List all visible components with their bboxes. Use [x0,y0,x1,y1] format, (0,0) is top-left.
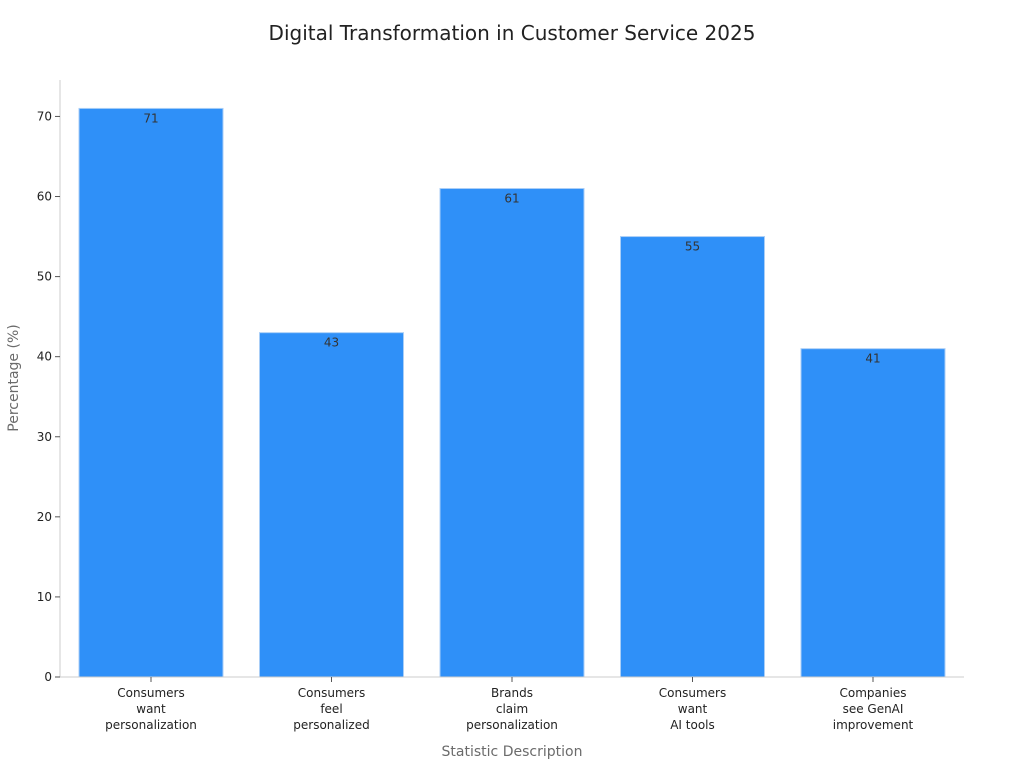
x-tick-label-line: improvement [833,718,914,732]
bar-5 [800,348,946,678]
x-tick-label-line: want [136,702,166,716]
x-tick-label-line: Companies [840,686,907,700]
x-tick-label-3: Brands claim personalization [466,686,558,732]
y-ticks: 0 10 20 30 40 50 60 70 [37,109,60,684]
y-tick-label-30: 30 [37,430,52,444]
data-label-1: 71 [143,111,158,125]
x-tick-label-line: Brands [491,686,533,700]
chart-title: Digital Transformation in Customer Servi… [269,21,756,45]
y-tick-label-40: 40 [37,350,52,364]
x-ticks: Consumers want personalization Consumers fee… [105,677,914,732]
y-tick-label-10: 10 [37,590,52,604]
x-tick-label-line: personalized [293,718,369,732]
x-tick-label-2: Consumers feel personalized [293,686,369,732]
y-tick-label-50: 50 [37,270,52,284]
x-tick-label-line: AI tools [670,718,715,732]
y-tick-label-70: 70 [37,109,52,123]
x-tick-label-line: Consumers [298,686,365,700]
bar-4 [620,236,765,678]
x-tick-label-line: personalization [466,718,558,732]
bars-layer: 71 43 61 55 41 [78,107,946,678]
y-tick-label-0: 0 [44,670,52,684]
x-tick-label-line: Consumers [117,686,184,700]
x-axis-label: Statistic Description [442,744,583,760]
x-tick-label-line: see GenAI [843,702,904,716]
data-label-2: 43 [324,336,339,350]
bar-1 [78,107,224,678]
x-tick-label-line: want [678,702,708,716]
x-tick-label-line: feel [320,702,342,716]
x-tick-label-line: personalization [105,718,197,732]
data-label-4: 55 [685,240,700,254]
x-tick-label-line: claim [496,702,528,716]
x-tick-label-5: Companies see GenAI improvement [833,686,914,732]
y-axis-label: Percentage (%) [6,324,22,431]
y-tick-label-60: 60 [37,190,52,204]
bar-2 [259,332,404,678]
y-tick-label-20: 20 [37,510,52,524]
x-tick-label-line: Consumers [659,686,726,700]
data-label-3: 61 [504,192,519,206]
bar-3 [439,188,585,678]
x-tick-label-4: Consumers want AI tools [659,686,726,732]
data-label-5: 41 [865,352,880,366]
x-tick-label-1: Consumers want personalization [105,686,197,732]
